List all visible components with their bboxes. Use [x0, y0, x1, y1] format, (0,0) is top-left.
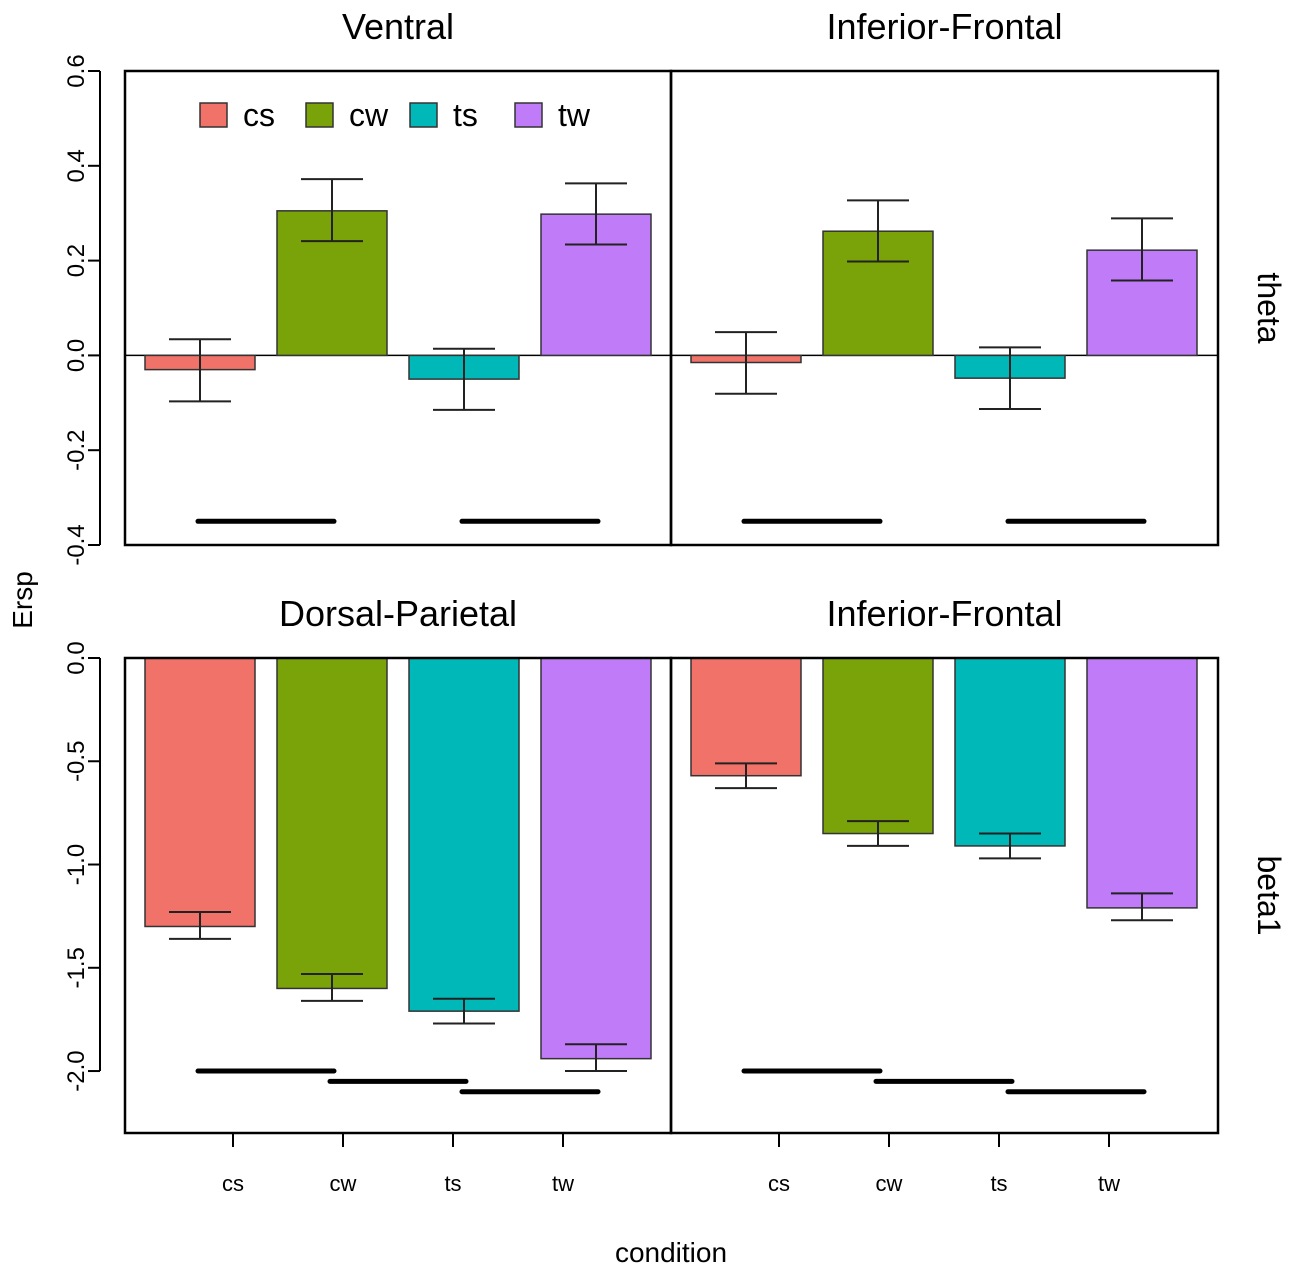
legend: cs cw ts tw — [199, 97, 591, 133]
panel-2 — [669, 69, 1220, 547]
x-tick-label: cs — [222, 1171, 244, 1196]
panel-1 — [123, 69, 673, 547]
y-tick-label: 0.6 — [63, 54, 90, 87]
x-tick-label: tw — [552, 1171, 574, 1196]
legend-item-ts: ts — [409, 97, 478, 133]
x-tick-label: cw — [876, 1171, 903, 1196]
legend-label-cw: cw — [349, 97, 389, 133]
y-tick-label: 0.0 — [63, 641, 90, 674]
x-axis-title: condition — [615, 1237, 727, 1268]
panel-title: Inferior-Frontal — [826, 6, 1062, 47]
bar-ts — [954, 657, 1066, 847]
panel-frame — [669, 69, 1220, 547]
panel-title: Inferior-Frontal — [826, 593, 1062, 634]
y-tick-label: 0.2 — [63, 244, 90, 277]
y-tick-label: 0.4 — [63, 149, 90, 182]
legend-label-cs: cs — [243, 97, 275, 133]
facet-row-label: beta1 — [1251, 855, 1287, 935]
y-tick-label: -1.5 — [63, 947, 90, 988]
bar-ts — [408, 657, 520, 1012]
legend-label-tw: tw — [558, 97, 591, 133]
bar-tw — [540, 657, 652, 1060]
x-tick-label: ts — [444, 1171, 461, 1196]
y-tick-label: -2.0 — [63, 1050, 90, 1091]
panel-4 — [669, 656, 1220, 1135]
bar-cw — [822, 657, 934, 835]
panel-title: Dorsal-Parietal — [279, 593, 517, 634]
legend-item-cw: cw — [305, 97, 389, 133]
legend-item-tw: tw — [514, 97, 591, 133]
bar-cs — [144, 657, 256, 928]
bar-cs — [690, 657, 802, 777]
panels-layer — [123, 69, 1220, 1135]
y-tick-label: -0.2 — [63, 430, 90, 471]
y-tick-label: 0.0 — [63, 339, 90, 372]
panel-title: Ventral — [342, 6, 454, 47]
y-tick-label: -0.5 — [63, 741, 90, 782]
x-tick-label: tw — [1098, 1171, 1120, 1196]
x-tick-label: cs — [768, 1171, 790, 1196]
legend-swatch-cw — [305, 102, 334, 128]
legend-swatch-tw — [514, 102, 543, 128]
x-tick-label: ts — [990, 1171, 1007, 1196]
legend-swatch-ts — [409, 102, 438, 128]
labels-layer: Ventral Inferior-Frontal Dorsal-Parietal In… — [7, 6, 1287, 1268]
y-tick-label: -1.0 — [63, 844, 90, 885]
legend-label-ts: ts — [453, 97, 478, 133]
legend-swatch-cs — [199, 102, 228, 128]
facet-row-label: theta — [1251, 272, 1287, 343]
panel-frame — [669, 656, 1220, 1135]
y-tick-label: -0.4 — [63, 524, 90, 565]
x-tick-label: cw — [330, 1171, 357, 1196]
y-axis-title: Ersp — [7, 571, 38, 629]
bar-tw — [1086, 657, 1198, 909]
bar-cw — [276, 657, 388, 990]
axes-layer — [88, 70, 1110, 1147]
panel-3 — [123, 656, 673, 1135]
legend-item-cs: cs — [199, 97, 275, 133]
